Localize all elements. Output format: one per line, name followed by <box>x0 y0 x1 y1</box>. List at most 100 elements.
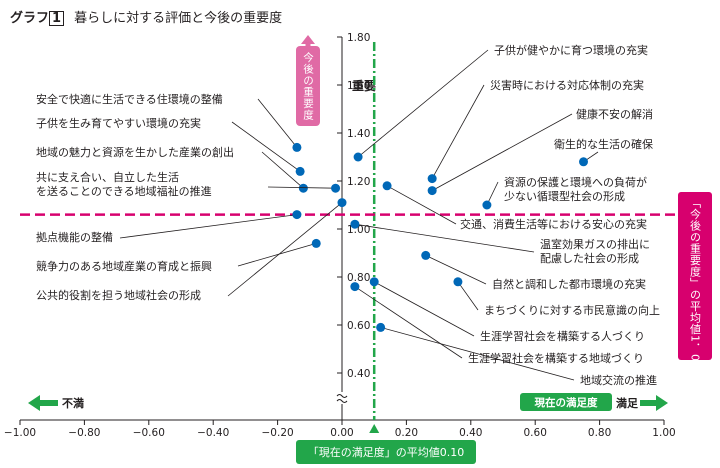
data-point-group: 拠点機能の整備 <box>36 210 302 244</box>
point-label: 地域の魅力と資源を生かした産業の創出 <box>36 145 234 159</box>
point-label: 交通、消費生活等における安心の充実 <box>460 217 647 231</box>
data-point-group: 地域の魅力と資源を生かした産業の創出 <box>36 145 308 193</box>
point-label: 健康不安の解消 <box>576 107 653 121</box>
leader-line <box>354 286 463 359</box>
up-arrow-icon <box>301 35 315 58</box>
data-point-group: 生涯学習社会を構築する地域づくり <box>350 282 644 365</box>
data-point-group: 安全で快適に生活できる住環境の整備 <box>36 92 302 152</box>
leader-line <box>257 98 298 148</box>
mean-x-box <box>296 440 476 464</box>
x-right-box <box>520 393 612 411</box>
graph-title: 暮らしに対する評価と今後の重要度 <box>74 11 283 26</box>
leader-line <box>354 223 535 253</box>
y-axis-title: 重要 <box>352 78 376 93</box>
data-point-group: 自然と調和した都市環境の充実 <box>421 250 646 291</box>
y-arrow-box <box>296 46 320 126</box>
data-point <box>292 210 302 220</box>
graph-number: 1 <box>49 11 65 26</box>
y-arrow-label: 今後の重要度 <box>302 51 314 121</box>
data-point-group: 競争力のある地域産業の育成と振興 <box>36 238 321 273</box>
leader-line <box>261 151 304 189</box>
data-point <box>295 166 305 176</box>
leader-line <box>457 281 479 311</box>
point-label: 少ない循環型社会の形成 <box>504 189 625 203</box>
data-point <box>353 152 363 162</box>
x-tick-label: 0.20 <box>395 427 418 439</box>
point-label: 安全で快適に生活できる住環境の整備 <box>36 92 223 106</box>
data-point <box>579 157 588 167</box>
data-point <box>369 277 379 287</box>
y-tick-label: 1.20 <box>347 176 370 188</box>
data-point <box>482 200 492 210</box>
leader-line <box>386 185 457 225</box>
leader-line <box>431 84 485 179</box>
mean-y-box <box>678 192 712 360</box>
point-label: 競争力のある地域産業の育成と振興 <box>36 259 212 273</box>
point-label: 自然と調和した都市環境の充実 <box>492 277 646 291</box>
data-point-group: 子供が健やかに育つ環境の充実 <box>353 43 648 162</box>
data-point <box>453 277 463 287</box>
x-tick-label: −1.00 <box>4 427 36 439</box>
point-label: 共に支え合い、自立した生活 <box>36 170 179 184</box>
data-point-group: 子供を生み育てやすい環境の充実 <box>36 116 305 176</box>
x-tick-label: −0.20 <box>262 427 294 439</box>
point-label: 生涯学習社会を構築する人づくり <box>480 329 645 343</box>
point-label: 資源の保護と環境への負荷が <box>504 175 647 189</box>
data-point <box>421 250 431 260</box>
mean-y-label: 「今後の重要度」の平均値1．06 <box>689 197 702 369</box>
graph-label: グラフ <box>10 11 50 26</box>
x-tick-label: 0.40 <box>459 427 482 439</box>
data-point <box>292 142 302 152</box>
data-point <box>298 183 308 193</box>
data-point-group: 災害時における対応体制の充実 <box>427 78 644 184</box>
data-point-group: 生涯学習社会を構築する人づくり <box>369 277 645 343</box>
x-tick-label: 0.80 <box>588 427 611 439</box>
point-label: 公共的役割を担う地域社会の形成 <box>36 288 201 302</box>
point-label: 温室効果ガスの排出に <box>540 237 650 251</box>
x-right-box-label: 現在の満足度 <box>535 396 598 409</box>
data-point-group: まちづくりに対する市民意識の向上 <box>453 277 660 317</box>
data-point <box>350 219 360 229</box>
point-label: 衛生的な生活の確保 <box>554 137 653 151</box>
left-arrow-icon <box>28 395 58 411</box>
leader-line <box>431 113 573 191</box>
leader-line <box>425 255 487 285</box>
y-tick-label: 1.40 <box>347 128 370 140</box>
leader-line <box>227 202 343 297</box>
data-point-group: 交通、消費生活等における安心の充実 <box>382 181 647 231</box>
x-tick-label: 0.00 <box>330 427 353 439</box>
point-label: 子供が健やかに育つ環境の充実 <box>494 43 648 57</box>
chart-title: グラフ 1 暮らしに対する評価と今後の重要度 <box>10 7 282 26</box>
point-label: 子供を生み育てやすい環境の充実 <box>36 116 201 130</box>
x-right-label: 満足 <box>616 396 639 410</box>
y-tick-label: 1.80 <box>347 32 370 44</box>
point-label: 地域交流の推進 <box>580 373 657 387</box>
y-tick-label: 0.80 <box>347 272 370 284</box>
mean-x-arrow-icon <box>369 424 380 433</box>
data-point <box>376 322 386 332</box>
point-label: 配慮した社会の形成 <box>540 251 639 265</box>
y-tick-label: 1.60 <box>347 80 370 92</box>
point-label: を送ることのできる地域福祉の推進 <box>36 184 212 198</box>
data-point-group: 地域交流の推進 <box>376 322 657 387</box>
point-label: 拠点機能の整備 <box>36 230 113 244</box>
right-arrow-icon <box>640 395 668 411</box>
data-point-group: 公共的役割を担う地域社会の形成 <box>36 198 347 302</box>
point-label: 災害時における対応体制の充実 <box>490 78 644 92</box>
leader-line <box>380 327 575 381</box>
leader-line <box>374 281 475 337</box>
x-tick-label: −0.80 <box>68 427 100 439</box>
x-tick-label: 0.60 <box>524 427 547 439</box>
leader-line <box>237 243 317 267</box>
leader-line <box>267 186 336 189</box>
leader-line <box>231 121 301 172</box>
data-point-group: 衛生的な生活の確保 <box>554 137 653 167</box>
x-left-label: 不満 <box>62 396 84 410</box>
point-label: 生涯学習社会を構築する地域づくり <box>468 351 644 365</box>
data-point <box>382 181 392 191</box>
x-tick-label: −0.40 <box>197 427 229 439</box>
